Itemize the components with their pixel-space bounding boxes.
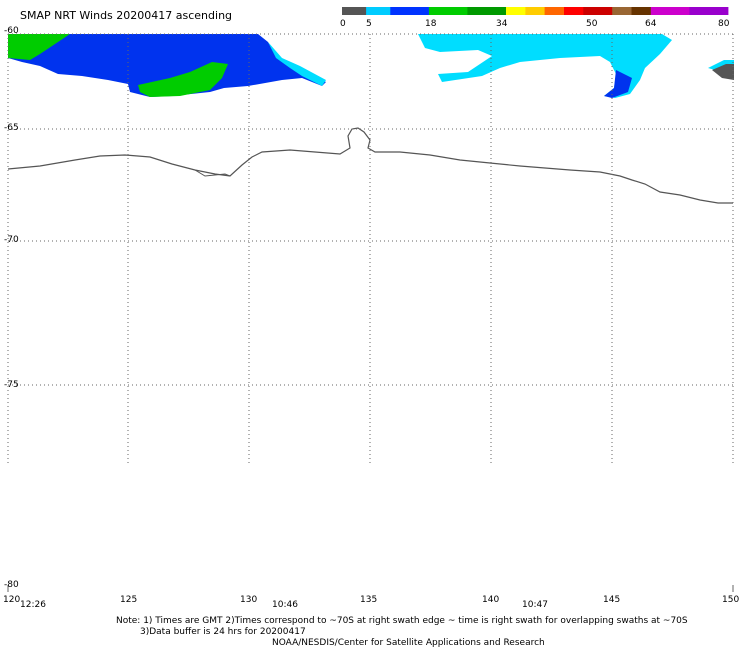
swath-time-2: 10:46 [272,600,298,610]
swath-time-3: 10:47 [522,600,548,610]
lon-label-135: 135 [360,595,378,605]
note-line-1: Note: 1) Times are GMT 2)Times correspon… [116,616,688,626]
colorbar-segment-4 [467,7,507,15]
colorbar-segment-0 [342,7,367,15]
wind-swath-gray-east [712,64,734,80]
colorbar-label-50: 50 [586,19,598,29]
colorbar-segment-6 [525,7,546,15]
antarctic-coastline [7,127,733,204]
colorbar-segment-12 [650,7,690,15]
lat-label-75: -75 [4,380,19,390]
colorbar-segment-7 [544,7,565,15]
coastline-inlet [194,169,231,177]
map-title: SMAP NRT Winds 20200417 ascending [20,9,233,22]
lon-label-150: 150 [722,595,740,605]
lat-label-65: -65 [4,123,19,133]
wind-swath-blue-east [604,70,632,98]
note-line-3: NOAA/NESDIS/Center for Satellite Applica… [272,638,545,648]
lat-label-80: -80 [4,580,19,590]
lon-label-130: 130 [240,595,258,605]
lat-label-60: -60 [4,26,19,36]
lat-label-70: -70 [4,235,19,245]
wind-swath-cyan-west-edge [268,42,326,86]
colorbar-segment-2 [390,7,430,15]
colorbar-label-80: 80 [718,19,730,29]
colorbar-segment-13 [689,7,729,15]
lon-label-145: 145 [603,595,621,605]
wind-swath-cyan-east [418,34,672,98]
colorbar-segment-10 [612,7,632,15]
colorbar-label-0: 0 [340,19,346,29]
colorbar-segment-11 [631,7,652,15]
colorbar-segment-3 [428,7,468,15]
colorbar-segment-9 [583,7,613,15]
colorbar-label-64: 64 [645,19,657,29]
colorbar-segment-1 [366,7,391,15]
wind-swath-blue-west [8,34,326,97]
swath-time-1: 12:26 [20,600,46,610]
colorbar-label-34: 34 [496,19,508,29]
colorbar-label-5: 5 [366,19,372,29]
lon-label-120: 120 [3,595,21,605]
lat-lon-grid [7,33,734,592]
wind-swath-green-south [138,62,228,97]
wind-speed-colorbar [342,7,729,15]
colorbar-label-18: 18 [425,19,437,29]
note-line-2: 3)Data buffer is 24 hrs for 20200417 [140,627,306,637]
wind-swath-green-nw [8,34,70,60]
colorbar-segment-8 [564,7,584,15]
colorbar-segment-5 [506,7,526,15]
lon-label-140: 140 [482,595,500,605]
lon-label-125: 125 [120,595,138,605]
